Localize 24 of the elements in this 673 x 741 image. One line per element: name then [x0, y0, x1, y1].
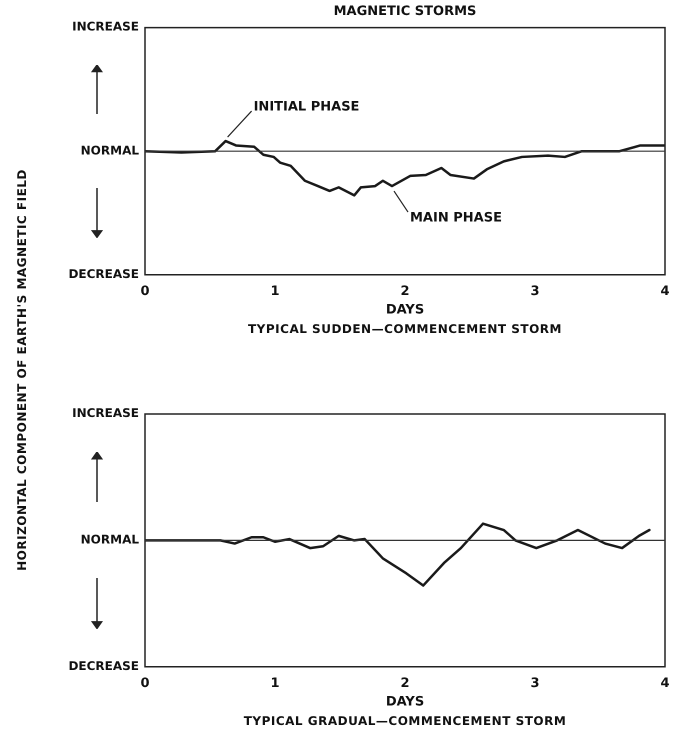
x-axis-title: DAYS [386, 694, 424, 710]
x-tick-label: 0 [140, 676, 150, 691]
x-tick-label: 3 [530, 676, 540, 691]
text: INCREASE [72, 20, 139, 34]
text: DECREASE [68, 658, 139, 673]
y-axis-title: HORIZONTAL COMPONENT OF EARTH'S MAGNETIC FIELD [15, 169, 29, 571]
text: NORMAL [80, 143, 140, 158]
x-axis-title: DAYS [386, 302, 424, 318]
text: NORMAL [80, 532, 140, 547]
x-tick-label: 2 [400, 676, 410, 691]
annotation: MAIN PHASE [410, 210, 502, 226]
x-tick-label: 2 [400, 284, 410, 299]
chart-title: MAGNETIC STORMS [334, 4, 476, 20]
text: TYPICAL GRADUAL—COMMENCEMENT STORM [242, 714, 568, 728]
x-tick-label: 4 [660, 676, 670, 691]
text: INCREASE [72, 406, 139, 420]
annotation: INITIAL PHASE [254, 99, 360, 114]
x-tick-label: 4 [660, 284, 670, 299]
text: DECREASE [68, 266, 139, 281]
x-tick-label: 1 [270, 676, 280, 691]
x-tick-label: 3 [530, 284, 540, 299]
text: TYPICAL SUDDEN—COMMENCEMENT STORM [247, 322, 563, 336]
x-tick-label: 1 [270, 284, 280, 299]
x-tick-label: 0 [140, 284, 150, 299]
